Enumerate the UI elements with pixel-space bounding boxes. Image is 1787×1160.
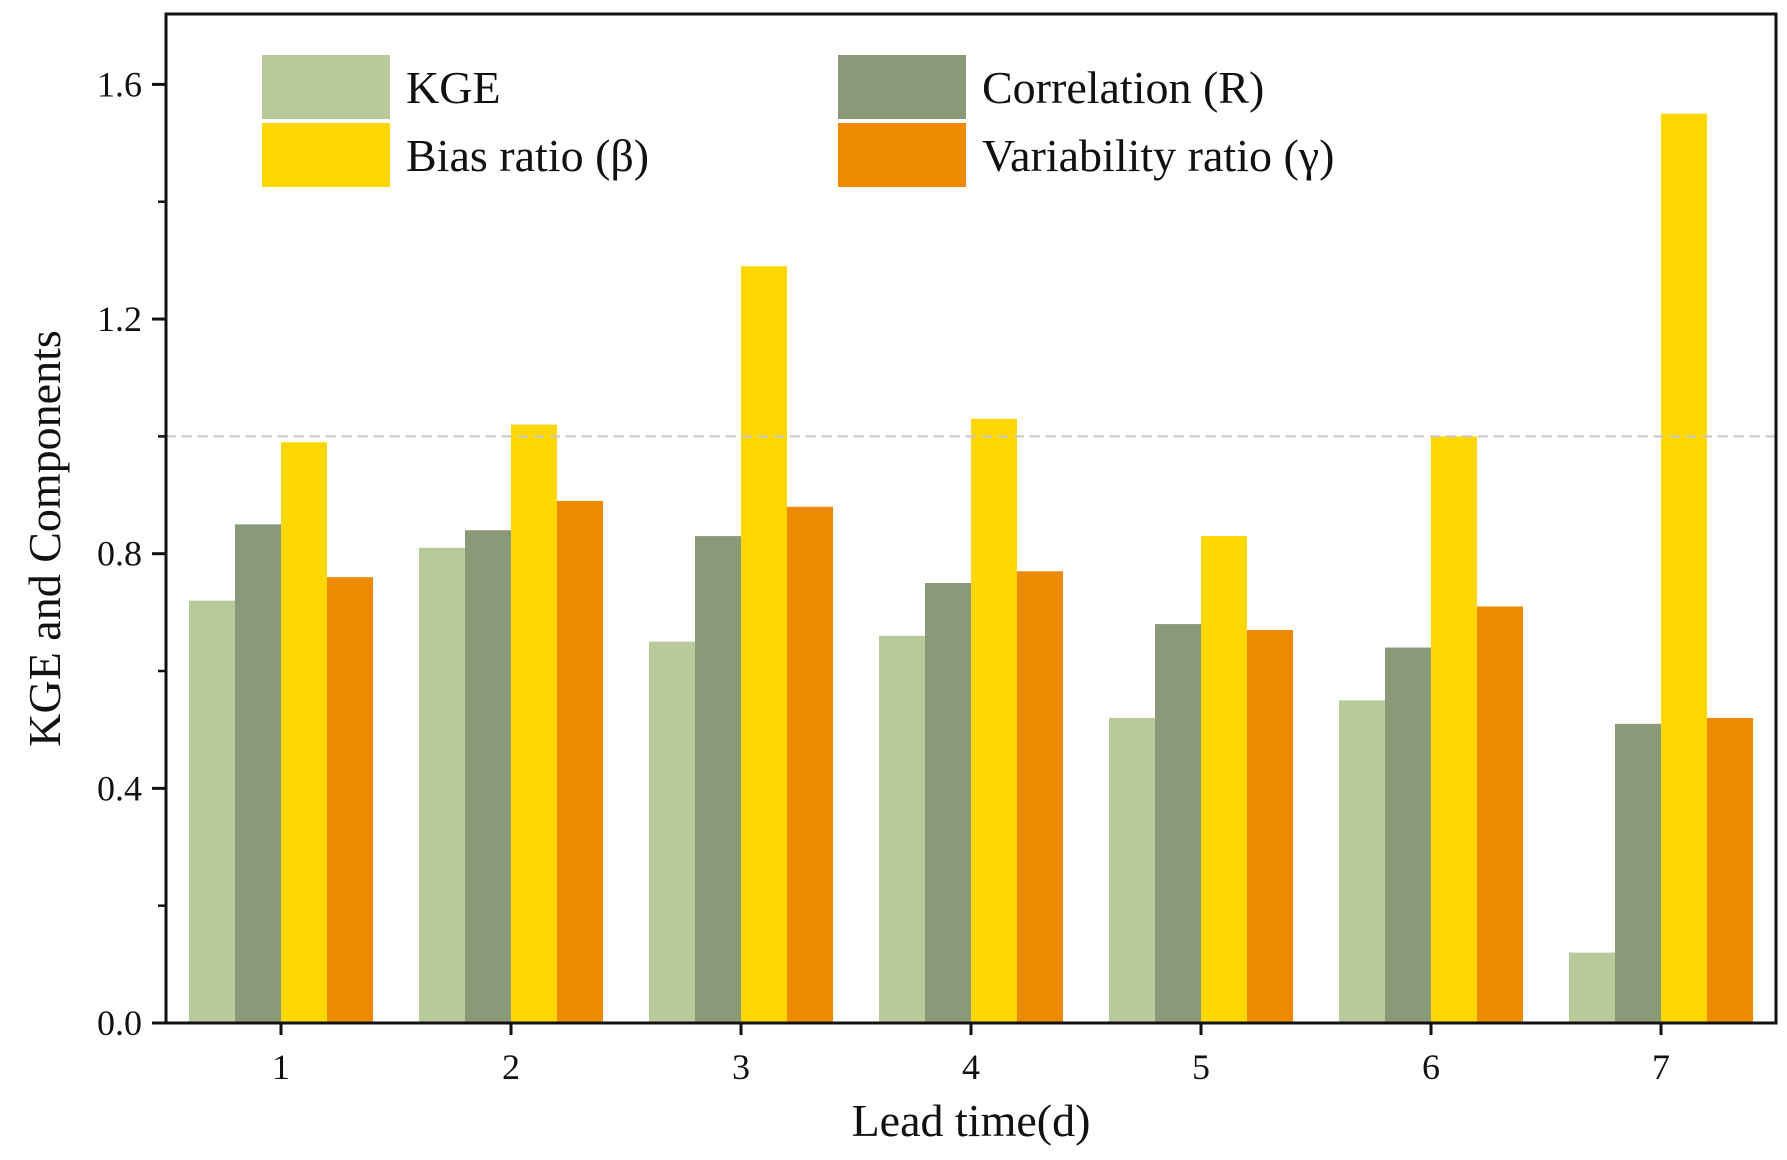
bar-2-5: [1155, 624, 1201, 1023]
bar-1-5: [1109, 717, 1155, 1023]
bar-2-1: [235, 524, 281, 1023]
bar-1-3: [649, 641, 695, 1023]
x-tick-label: 6: [1422, 1047, 1440, 1087]
axes-group: 0.0 0.4 0.8 1.2 1.6 1 2 3 4 5 6 7: [97, 64, 1670, 1087]
bar-4-4: [1017, 571, 1063, 1023]
bar-3-4: [971, 418, 1017, 1023]
bar-1-1: [189, 600, 235, 1023]
bar-3-1: [281, 442, 327, 1023]
x-axis-title: Lead time(d): [852, 1095, 1091, 1146]
legend-swatch-4: [838, 123, 966, 187]
bar-1-7: [1569, 952, 1615, 1023]
bar-1-6: [1339, 700, 1385, 1023]
bar-2-7: [1615, 723, 1661, 1023]
x-tick-label: 3: [732, 1047, 750, 1087]
bar-2-4: [925, 583, 971, 1023]
x-tick-label: 2: [502, 1047, 520, 1087]
x-tick-label: 4: [962, 1047, 980, 1087]
bar-4-5: [1247, 629, 1293, 1023]
bar-1-2: [419, 547, 465, 1023]
bar-3-3: [741, 266, 787, 1023]
legend-swatch-2: [838, 55, 966, 119]
bar-3-6: [1431, 436, 1477, 1024]
bar-1-4: [879, 635, 925, 1023]
bar-2-6: [1385, 647, 1431, 1023]
legend-swatch-1: [262, 55, 390, 119]
x-tick-label: 1: [272, 1047, 290, 1087]
legend-label-2: Correlation (R): [982, 62, 1264, 113]
bar-4-3: [787, 506, 833, 1023]
legend-label-4: Variability ratio (γ): [982, 130, 1334, 181]
bar-4-1: [327, 577, 373, 1023]
bar-3-5: [1201, 536, 1247, 1023]
x-tick-label: 5: [1192, 1047, 1210, 1087]
bar-4-7: [1707, 717, 1753, 1023]
bar-2-3: [695, 536, 741, 1023]
y-tick-label: 1.2: [97, 299, 142, 339]
y-tick-label: 0.8: [97, 534, 142, 574]
y-tick-label: 1.6: [97, 64, 142, 104]
legend-label-3: Bias ratio (β): [406, 130, 649, 181]
x-tick-label: 7: [1652, 1047, 1670, 1087]
y-tick-label: 0.4: [97, 768, 142, 808]
bar-4-2: [557, 500, 603, 1024]
y-tick-label: 0.0: [97, 1003, 142, 1043]
bar-4-6: [1477, 606, 1523, 1023]
legend: KGE Correlation (R) Bias ratio (β) Variabil…: [262, 55, 1334, 187]
bar-3-2: [511, 424, 557, 1023]
y-axis-title: KGE and Components: [19, 330, 70, 747]
bar-2-2: [465, 530, 511, 1023]
bar-3-7: [1661, 113, 1707, 1023]
bars-group: [189, 113, 1753, 1024]
legend-label-1: KGE: [406, 62, 501, 113]
legend-swatch-3: [262, 123, 390, 187]
